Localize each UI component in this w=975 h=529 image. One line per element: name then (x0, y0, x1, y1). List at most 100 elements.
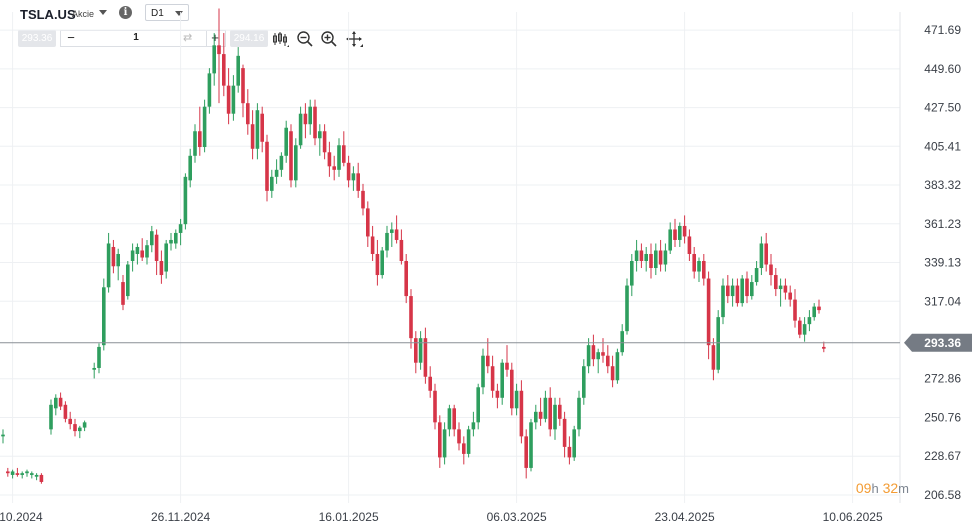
candle-body (351, 173, 356, 181)
candle-body (730, 285, 735, 297)
candle-body (327, 152, 332, 167)
cycle-icon[interactable]: ⇄ (183, 32, 193, 44)
quantity-stepper[interactable]: − 1 ⇄ + (60, 30, 226, 47)
chevron-down-icon[interactable] (99, 10, 107, 15)
candle-body (198, 131, 202, 148)
chart-type-icon[interactable] (272, 30, 290, 48)
candle-body (92, 367, 96, 370)
candle-body (754, 268, 759, 283)
candle-body (135, 246, 140, 254)
candle-body (130, 250, 135, 262)
candle-body (663, 250, 668, 265)
candle-body (418, 338, 423, 363)
candle-body (678, 225, 682, 240)
candle-body (769, 264, 773, 276)
candle-body (798, 320, 802, 335)
candle-body (610, 366, 615, 381)
info-icon[interactable]: i (119, 6, 132, 19)
candle-body (510, 369, 514, 409)
candle-body (519, 390, 524, 437)
x-tick-label: 06.03.2025 (487, 510, 547, 524)
current-price-label: 293.36 (924, 336, 961, 350)
candle-body (111, 246, 116, 267)
candle-body (231, 85, 236, 114)
countdown-minutes-unit: m (898, 481, 909, 496)
buy-price-button[interactable]: 294.16 (230, 30, 268, 47)
candle-body (442, 429, 447, 458)
candle-body (159, 261, 164, 276)
asset-type-label: Akcie (72, 9, 95, 19)
candle-body (322, 131, 327, 153)
quantity-value[interactable]: 1 (133, 32, 139, 43)
candle-body (318, 131, 322, 139)
candle-body (500, 362, 504, 398)
candle-body (644, 253, 648, 262)
candle-body (1, 434, 5, 437)
candle-body (356, 173, 360, 191)
candle-body (15, 473, 20, 475)
sell-price-button[interactable]: 293.36 (18, 30, 56, 47)
candle-body (807, 317, 812, 325)
trade-panel: 293.36 − 1 ⇄ + 294.16 (0, 30, 380, 48)
candle-body (332, 166, 336, 170)
candle-body (692, 253, 696, 272)
candle-body (668, 229, 672, 251)
y-tick-label: 317.04 (924, 294, 961, 308)
candle-body (740, 278, 744, 304)
zoom-in-icon[interactable] (320, 30, 338, 48)
y-tick-label: 272.86 (924, 372, 961, 386)
candle-body (673, 229, 677, 240)
candle-body (567, 446, 572, 458)
candle-body (241, 68, 245, 104)
pan-icon[interactable] (345, 30, 363, 48)
candle-body (380, 250, 384, 276)
candle-body (390, 229, 394, 233)
candle-body (308, 106, 312, 125)
y-tick-label: 449.60 (924, 62, 961, 76)
candle-body (226, 85, 231, 114)
candle-body (121, 282, 125, 305)
candle-body (543, 397, 548, 419)
candle-body (514, 390, 519, 409)
candle-body (764, 243, 768, 265)
candle-body (169, 239, 173, 244)
candle-body (577, 397, 581, 430)
candle-body (337, 145, 341, 170)
candle-body (538, 411, 543, 419)
candle-body (294, 145, 298, 181)
candle-body (298, 113, 303, 146)
candle-body (447, 408, 452, 430)
candle-body (490, 366, 495, 391)
quantity-plus-button[interactable]: + (206, 31, 223, 46)
candle-body (634, 250, 639, 262)
timeframe-select[interactable]: D1 (145, 4, 189, 21)
symbol-label[interactable]: TSLA.US (20, 7, 76, 22)
x-tick-label: 16.01.2025 (319, 510, 379, 524)
candle-body (457, 429, 461, 444)
candle-body (346, 162, 351, 181)
candle-body (260, 113, 264, 142)
quantity-minus-button[interactable]: − (67, 30, 75, 45)
candle-body (726, 285, 730, 297)
candle-body (639, 250, 644, 262)
candle-body (164, 243, 168, 272)
candle-body (394, 229, 399, 240)
candle-body (735, 285, 740, 304)
candle-body (188, 155, 192, 181)
candle-body (63, 404, 68, 419)
candle-body (433, 390, 437, 423)
candle-body (759, 243, 764, 269)
candle-body (466, 429, 471, 454)
candle-body (529, 422, 533, 468)
candle-body (428, 376, 432, 391)
candle-countdown: 09h 32m (856, 480, 909, 496)
candle-body (505, 362, 509, 370)
chart-toolbar: TSLA.US Akcie i D1 (0, 0, 975, 28)
candle-body (303, 113, 308, 125)
candle-body (82, 422, 87, 428)
candle-body (687, 236, 692, 254)
candle-body (716, 317, 720, 370)
zoom-out-icon[interactable] (296, 30, 314, 48)
candle-body (553, 404, 557, 430)
